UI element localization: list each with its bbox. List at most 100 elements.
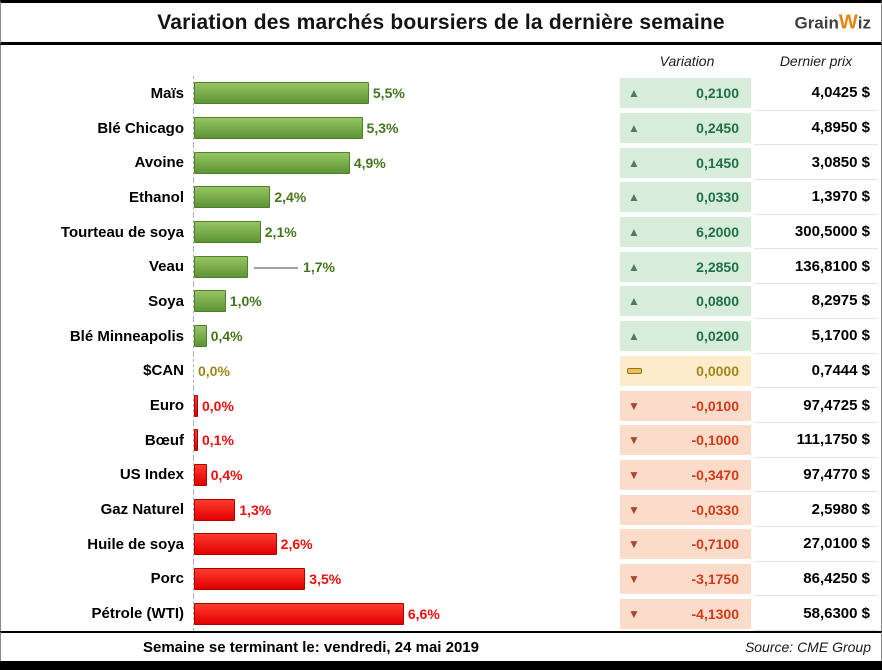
variation-cell: ▲ 0,2450: [620, 113, 751, 144]
bar: [194, 325, 207, 348]
bar: [194, 602, 404, 625]
bar: [194, 394, 198, 417]
down-triangle-icon: ▼: [628, 606, 640, 621]
variation-cell: ▼ -0,0330: [620, 494, 751, 525]
up-triangle-icon: ▲: [628, 259, 640, 274]
variation-value: 0,0800: [696, 293, 739, 310]
variation-cell: 0,0000: [620, 355, 751, 386]
bar-percent-label: 0,4%: [210, 466, 243, 483]
up-triangle-icon: ▲: [628, 190, 640, 205]
chart-table-row: Tourteau de soya 2,1% ▲ 6,2000 300,5000 $: [1, 214, 881, 250]
bar: [194, 290, 226, 313]
bar: [194, 255, 249, 278]
bar-percent-label: 0,0%: [198, 362, 230, 379]
bar-track: 0,4%: [193, 318, 620, 354]
bar: [194, 498, 236, 521]
variation-value: -0,7100: [691, 536, 739, 553]
variation-value: 0,1450: [696, 154, 739, 171]
column-header-variation: Variation: [659, 52, 715, 69]
bar-percent-label: 1,3%: [239, 501, 272, 518]
variation-value: -3,1750: [691, 570, 739, 587]
commodity-label: Veau: [148, 258, 184, 276]
commodity-label: $CAN: [143, 362, 184, 380]
down-triangle-icon: ▼: [628, 398, 640, 413]
variation-cell: ▼ -3,1750: [620, 563, 751, 594]
bar: [194, 567, 306, 590]
chart-table-row: Blé Chicago 5,3% ▲ 0,2450 4,8950 $: [1, 110, 881, 146]
down-triangle-icon: ▼: [628, 433, 640, 448]
commodity-label: Ethanol: [129, 188, 184, 206]
up-triangle-icon: ▲: [628, 155, 640, 170]
price-value: 4,0425 $: [811, 84, 870, 102]
logo-text-suffix: iz: [857, 13, 871, 32]
bar-track: 5,5%: [193, 76, 620, 111]
footer: Semaine se terminant le: vendredi, 24 ma…: [0, 631, 882, 661]
chart-table-row: Porc 3,5% ▼ -3,1750 86,4250 $: [1, 561, 881, 597]
variation-value: 0,0330: [696, 189, 739, 206]
bar-percent-label: 5,3%: [366, 120, 399, 137]
commodity-label: Soya: [148, 292, 184, 310]
bar-percent-label: 6,6%: [407, 605, 440, 622]
bar-percent-label: 0,0%: [202, 397, 234, 414]
price-cell: 4,8950 $: [754, 111, 878, 146]
page-title: Variation des marchés boursiers de la de…: [157, 10, 725, 34]
chart-table-row: $CAN 0,0% 0,0000 0,7444 $: [1, 353, 881, 389]
variation-cell: ▼ -0,7100: [620, 529, 751, 560]
chart-table-row: Pétrole (WTI) 6,6% ▼ -4,1300 58,6300 $: [1, 596, 881, 631]
down-triangle-icon: ▼: [628, 571, 640, 586]
variation-value: -0,0100: [691, 397, 739, 414]
price-value: 5,1700 $: [811, 327, 870, 345]
price-cell: 111,1750 $: [754, 423, 878, 458]
header: Variation des marchés boursiers de la de…: [0, 0, 882, 45]
price-value: 58,6300 $: [803, 604, 870, 622]
chart-table-row: Euro 0,0% ▼ -0,0100 97,4725 $: [1, 388, 881, 423]
bar: [194, 463, 207, 486]
price-cell: 97,4770 $: [754, 458, 878, 493]
commodity-label: US Index: [119, 466, 184, 484]
bottom-black-bar: [0, 661, 882, 670]
chart-table-row: Ethanol 2,4% ▲ 0,0330 1,3970 $: [1, 180, 881, 215]
bar: [194, 429, 198, 452]
price-value: 111,1750 $: [796, 431, 870, 449]
variation-value: -0,3470: [691, 466, 739, 483]
price-value: 97,4770 $: [803, 465, 870, 483]
bar-track: 0,0%: [193, 388, 620, 423]
week-ending-label: Semaine se terminant le: vendredi, 24 ma…: [143, 638, 479, 656]
bar: [194, 151, 350, 174]
chart-table-row: Bœuf 0,1% ▼ -0,1000 111,1750 $: [1, 422, 881, 458]
chart-table-row: Gaz Naturel 1,3% ▼ -0,0330 2,5980 $: [1, 492, 881, 527]
bar: [194, 82, 369, 105]
variation-cell: ▲ 0,0200: [620, 321, 751, 352]
price-value: 97,4725 $: [803, 396, 870, 414]
price-value: 0,7444 $: [811, 361, 870, 379]
price-value: 8,2975 $: [811, 292, 870, 310]
price-cell: 136,8100 $: [754, 249, 878, 285]
variation-cell: ▼ -4,1300: [620, 598, 751, 629]
price-cell: 300,5000 $: [754, 215, 878, 250]
commodity-label: Porc: [150, 570, 184, 588]
price-value: 2,5980 $: [811, 500, 870, 518]
bar-percent-label: 1,7%: [252, 259, 335, 275]
column-headers: Variation Dernier prix: [1, 45, 881, 76]
up-triangle-icon: ▲: [628, 294, 640, 309]
logo-text-prefix: Grain: [794, 13, 839, 32]
variation-cell: ▲ 0,0330: [620, 182, 751, 213]
down-triangle-icon: ▼: [628, 537, 640, 552]
price-cell: 2,5980 $: [754, 492, 878, 527]
chart-table-row: Soya 1,0% ▲ 0,0800 8,2975 $: [1, 284, 881, 319]
variation-value: 0,0200: [696, 328, 739, 345]
commodity-label: Avoine: [134, 154, 184, 172]
variation-cell: ▼ -0,0100: [620, 390, 751, 421]
variation-cell: ▲ 0,0800: [620, 286, 751, 317]
price-value: 136,8100 $: [794, 257, 870, 275]
variation-value: 0,2450: [696, 120, 739, 137]
variation-value: 2,2850: [696, 258, 739, 275]
price-cell: 4,0425 $: [754, 76, 878, 111]
variation-cell: ▲ 2,2850: [620, 251, 751, 282]
variation-cell: ▲ 0,1450: [620, 147, 751, 178]
bar-track: 5,3%: [193, 110, 620, 146]
price-cell: 1,3970 $: [754, 180, 878, 215]
commodity-label: Maïs: [150, 84, 184, 102]
rows-container: Maïs 5,5% ▲ 0,2100 4,0425 $ Blé Chicago 5…: [1, 76, 881, 631]
bar-track: 2,1%: [193, 214, 620, 250]
